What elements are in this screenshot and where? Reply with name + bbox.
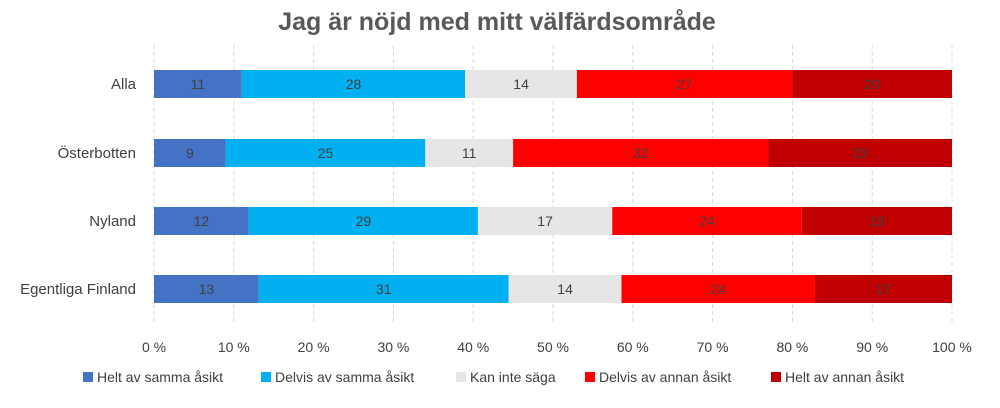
data-label: 29 <box>356 213 372 229</box>
bar-segment <box>154 70 242 98</box>
bar-segment <box>576 70 793 98</box>
x-tick-label: 0 % <box>142 339 166 355</box>
data-label: 20 <box>864 76 880 92</box>
data-label: 12 <box>194 213 210 229</box>
x-tick-label: 60 % <box>617 339 649 355</box>
data-label: 17 <box>876 281 892 297</box>
data-label: 17 <box>537 213 553 229</box>
legend-swatch <box>83 372 93 382</box>
data-label: 23 <box>852 145 868 161</box>
x-tick-label: 30 % <box>377 339 409 355</box>
bar-segment <box>621 275 815 303</box>
category-label: Nyland <box>89 213 136 230</box>
legend-swatch <box>585 372 595 382</box>
bar-segment <box>154 275 259 303</box>
x-tick-label: 20 % <box>298 339 330 355</box>
bar-segment <box>258 275 509 303</box>
x-tick-label: 50 % <box>537 339 569 355</box>
x-tick-label: 40 % <box>457 339 489 355</box>
bar-segment <box>792 70 952 98</box>
category-labels: Alla Österbotten Nyland Egentliga Finland <box>20 76 137 298</box>
bar-segment <box>814 275 952 303</box>
x-tick-label: 90 % <box>856 339 888 355</box>
data-label: 11 <box>191 76 206 92</box>
data-label: 11 <box>462 145 477 161</box>
category-label: Egentliga Finland <box>20 281 136 298</box>
bar-segment <box>465 70 577 98</box>
bar-segment <box>241 70 466 98</box>
data-label: 31 <box>376 281 392 297</box>
bar-segment <box>477 207 613 235</box>
legend-label: Kan inte säga <box>470 369 556 385</box>
data-label: 14 <box>513 76 529 92</box>
bar-segment <box>612 207 802 235</box>
x-tick-label: 10 % <box>218 339 250 355</box>
bars: 11 28 14 27 20 9 25 11 32 23 12 29 17 24 19 13 31 14 24 17 <box>154 70 952 303</box>
data-label: 25 <box>318 145 334 161</box>
x-tick-label: 70 % <box>697 339 729 355</box>
legend-swatch <box>771 372 781 382</box>
data-label: 28 <box>346 76 362 92</box>
bar-segment <box>801 207 952 235</box>
data-label: 24 <box>699 213 715 229</box>
data-label: 9 <box>186 145 194 161</box>
bar-segment <box>154 207 249 235</box>
bar-segment <box>513 139 769 167</box>
legend: Helt av samma åsikt Delvis av samma åsikt… <box>83 369 904 385</box>
data-label: 19 <box>869 213 885 229</box>
category-label: Alla <box>111 76 137 93</box>
x-tick-label: 80 % <box>776 339 808 355</box>
data-label: 32 <box>633 145 649 161</box>
legend-label: Helt av annan åsikt <box>785 369 904 385</box>
legend-label: Delvis av annan åsikt <box>599 369 731 385</box>
legend-label: Helt av samma åsikt <box>97 369 223 385</box>
legend-swatch <box>261 372 271 382</box>
bar-segment <box>225 139 426 167</box>
chart-title: Jag är nöjd med mitt välfärdsområde <box>278 8 716 36</box>
data-label: 27 <box>677 76 693 92</box>
bar-segment <box>508 275 622 303</box>
category-label: Österbotten <box>58 144 136 162</box>
legend-label: Delvis av samma åsikt <box>275 369 414 385</box>
data-label: 14 <box>557 281 573 297</box>
bar-segment <box>425 139 514 167</box>
x-axis-ticks: 0 % 10 % 20 % 30 % 40 % 50 % 60 % 70 % 80 % 90 % 1… <box>142 339 972 355</box>
x-tick-label: 100 % <box>932 339 972 355</box>
data-label: 24 <box>710 281 726 297</box>
bar-segment <box>248 207 478 235</box>
bar-segment <box>154 139 226 167</box>
data-label: 13 <box>199 281 215 297</box>
legend-swatch <box>456 372 466 382</box>
bar-segment <box>768 139 952 167</box>
